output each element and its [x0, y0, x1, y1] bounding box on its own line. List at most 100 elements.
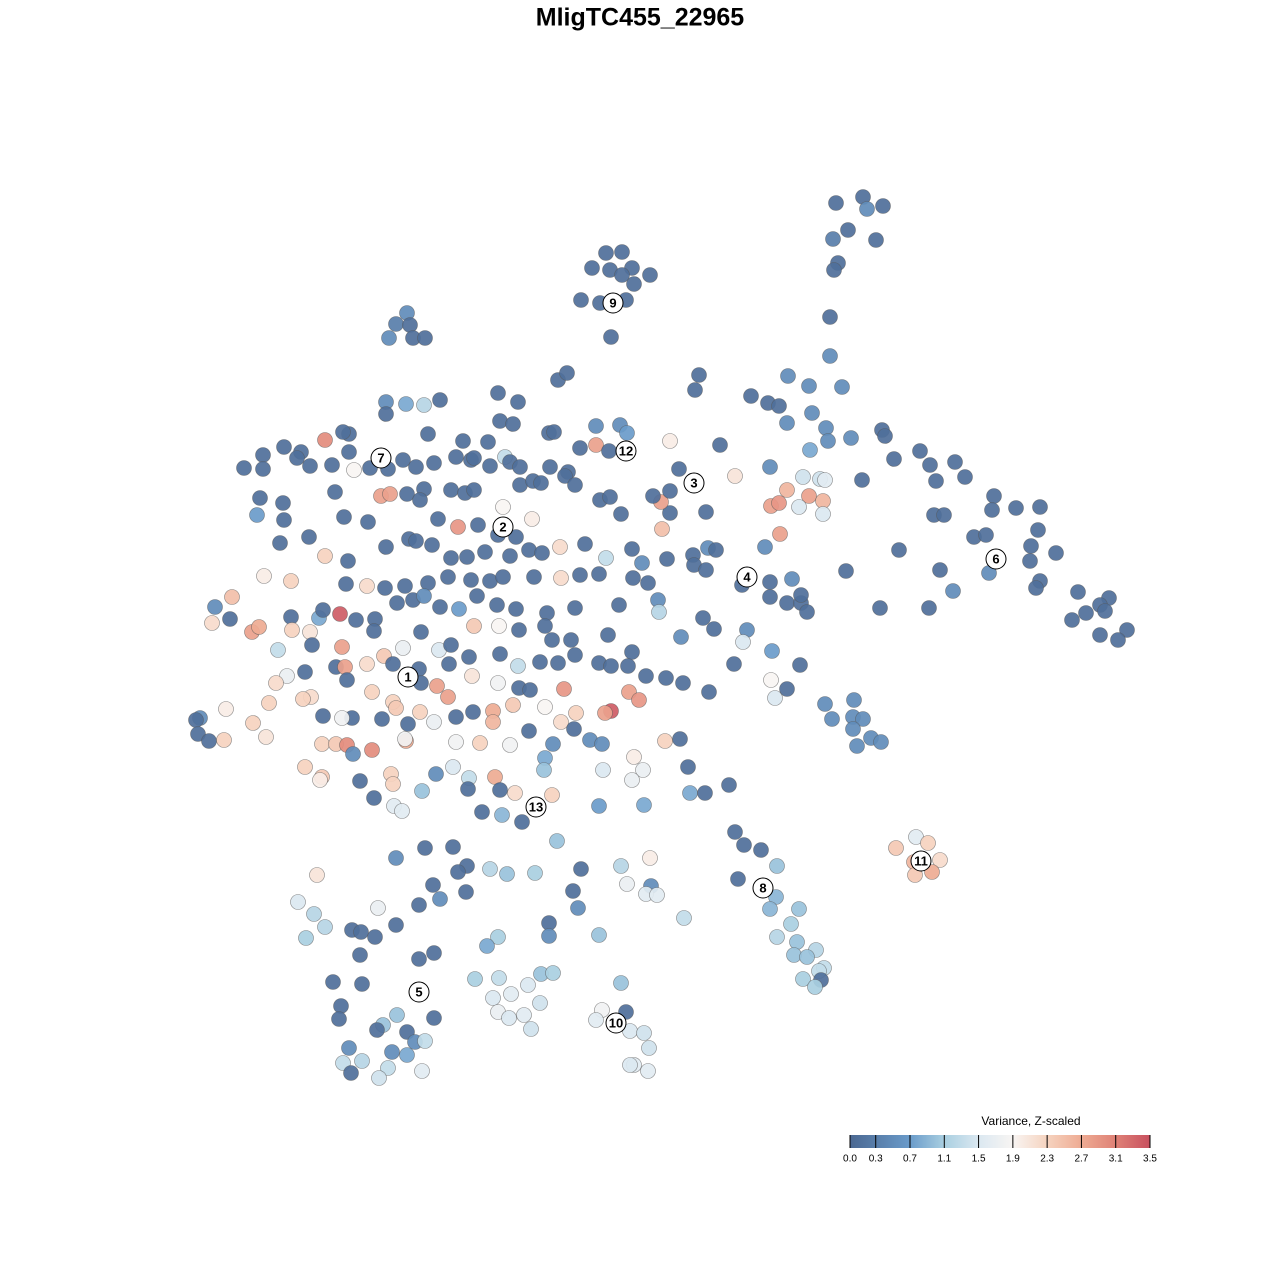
point: [1070, 584, 1086, 600]
point: [735, 634, 751, 650]
point: [614, 267, 630, 283]
point: [490, 929, 506, 945]
point: [352, 947, 368, 963]
point: [420, 426, 436, 442]
point: [411, 951, 427, 967]
point: [448, 449, 464, 465]
point: [591, 798, 607, 814]
point: [297, 664, 313, 680]
point: [1078, 605, 1094, 621]
point: [825, 231, 841, 247]
point: [337, 659, 353, 675]
point: [1110, 632, 1126, 648]
point: [315, 602, 331, 618]
point: [1028, 580, 1044, 596]
point: [779, 482, 795, 498]
point: [426, 945, 442, 961]
point: [469, 588, 485, 604]
point: [502, 737, 518, 753]
point: [757, 539, 773, 555]
point: [736, 837, 752, 853]
point: [567, 600, 583, 616]
point: [978, 527, 994, 543]
point: [283, 609, 299, 625]
point: [369, 1022, 385, 1038]
cluster-label: 4: [743, 569, 751, 584]
point: [508, 601, 524, 617]
colorbar-tick-label: 2.7: [1074, 1154, 1088, 1165]
point: [795, 971, 811, 987]
point: [485, 714, 501, 730]
point: [588, 418, 604, 434]
point: [445, 839, 461, 855]
point: [791, 901, 807, 917]
point: [779, 681, 795, 697]
point: [526, 569, 542, 585]
point: [312, 772, 328, 788]
point: [450, 519, 466, 535]
point: [563, 632, 579, 648]
point: [417, 1033, 433, 1049]
point: [591, 927, 607, 943]
point: [891, 542, 907, 558]
point: [636, 1025, 652, 1041]
point: [868, 232, 884, 248]
point: [828, 195, 844, 211]
cluster-marker: [736, 566, 758, 588]
point: [557, 468, 573, 484]
point: [783, 916, 799, 932]
colorbar-tick-label: 3.1: [1109, 1154, 1123, 1165]
cluster-label: 3: [690, 475, 697, 490]
point: [306, 906, 322, 922]
point: [649, 887, 665, 903]
point: [534, 545, 550, 561]
point: [397, 578, 413, 594]
point: [801, 488, 817, 504]
point: [470, 517, 486, 533]
point: [416, 397, 432, 413]
point: [276, 439, 292, 455]
point: [359, 656, 375, 672]
point: [414, 1063, 430, 1079]
point: [474, 804, 490, 820]
point: [353, 924, 369, 940]
point: [255, 461, 271, 477]
point: [466, 482, 482, 498]
point: [651, 604, 667, 620]
point: [603, 658, 619, 674]
point: [815, 506, 831, 522]
point: [945, 583, 961, 599]
point: [524, 511, 540, 527]
point: [364, 684, 380, 700]
point: [1048, 545, 1064, 561]
point: [559, 365, 575, 381]
point: [984, 502, 1000, 518]
point: [512, 477, 528, 493]
point: [465, 704, 481, 720]
point: [601, 443, 617, 459]
point: [726, 656, 742, 672]
point: [255, 447, 271, 463]
point: [873, 734, 889, 750]
point: [408, 459, 424, 475]
point: [283, 573, 299, 589]
point: [1097, 603, 1113, 619]
point: [426, 455, 442, 471]
point: [491, 618, 507, 634]
point: [523, 1021, 539, 1037]
point: [642, 850, 658, 866]
point: [411, 897, 427, 913]
point: [565, 883, 581, 899]
point: [1030, 522, 1046, 538]
point: [727, 468, 743, 484]
point: [491, 970, 507, 986]
point: [188, 712, 204, 728]
point: [626, 276, 642, 292]
point: [252, 490, 268, 506]
point: [426, 1010, 442, 1026]
colorbar-tick-label: 0.0: [843, 1154, 857, 1165]
point: [532, 654, 548, 670]
point: [503, 986, 519, 1002]
point: [780, 368, 796, 384]
